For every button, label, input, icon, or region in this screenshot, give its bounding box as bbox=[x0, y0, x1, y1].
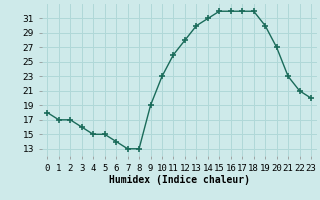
X-axis label: Humidex (Indice chaleur): Humidex (Indice chaleur) bbox=[109, 175, 250, 185]
